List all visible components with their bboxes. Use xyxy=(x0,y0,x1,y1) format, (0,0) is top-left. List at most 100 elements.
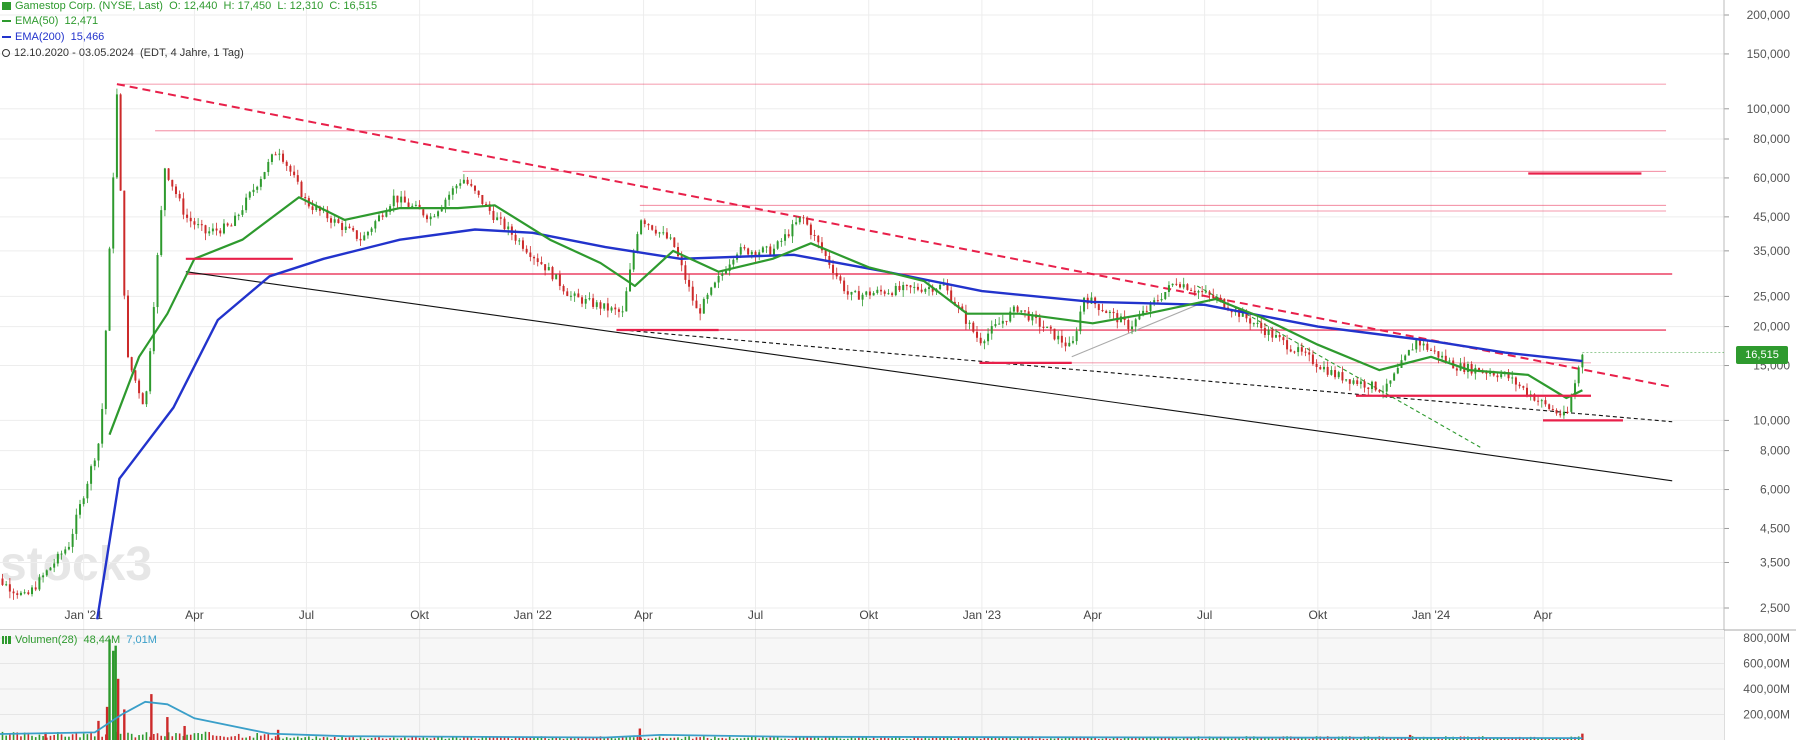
volume-bar xyxy=(625,737,628,740)
ema50-legend[interactable]: EMA(50) 12,471 xyxy=(2,15,98,27)
volume-bar xyxy=(1020,737,1023,740)
candle-body xyxy=(684,265,687,280)
volume-bar xyxy=(799,737,801,740)
ema200-legend[interactable]: EMA(200) 15,466 xyxy=(2,31,104,43)
volume-bar xyxy=(1002,737,1004,740)
candle-body xyxy=(1382,391,1385,393)
clock-icon xyxy=(2,49,10,57)
volume-bar xyxy=(215,735,218,740)
volume-bar xyxy=(522,737,524,740)
candle-body xyxy=(1404,355,1407,361)
volume-spike xyxy=(123,709,126,740)
y-tick-label: 150,000 xyxy=(1747,47,1791,61)
candle-body xyxy=(802,217,805,219)
candle-body xyxy=(267,161,270,173)
candle-body xyxy=(843,280,846,292)
candle-body xyxy=(983,341,986,344)
volume-bar xyxy=(219,735,222,740)
volume-bar xyxy=(1267,738,1270,740)
candle-body xyxy=(466,179,469,184)
candle-body xyxy=(389,206,392,212)
volume-bar xyxy=(466,737,469,740)
candle-body xyxy=(1241,311,1244,317)
candle-body xyxy=(370,228,373,232)
volume-bar xyxy=(500,737,502,740)
volume-bar xyxy=(780,738,783,740)
volume-bar xyxy=(1112,737,1115,740)
volume-bar xyxy=(920,738,923,740)
candle-body xyxy=(245,197,248,211)
candle-body xyxy=(979,337,982,344)
volume-bar xyxy=(880,737,882,740)
candle-body xyxy=(433,216,436,218)
volume-bar xyxy=(1507,738,1510,740)
volume-bar xyxy=(1109,738,1111,740)
volume-bar xyxy=(237,733,240,740)
candle-body xyxy=(942,284,945,286)
volume-value-2: 7,01M xyxy=(126,634,157,646)
volume-bar xyxy=(939,737,941,740)
candle-body xyxy=(872,292,875,296)
candle-body xyxy=(540,262,543,265)
volume-bar xyxy=(703,736,705,740)
candle-body xyxy=(795,222,798,225)
volume-bar xyxy=(1437,737,1440,740)
candle-body xyxy=(754,251,757,256)
volume-bar xyxy=(352,737,354,740)
volume-bar xyxy=(577,737,580,740)
high-value: H: 17,450 xyxy=(223,0,272,12)
candle-body xyxy=(743,247,746,249)
volume-bar xyxy=(1153,737,1155,740)
volume-bar xyxy=(407,738,410,740)
volume-bar xyxy=(1441,738,1443,740)
volume-bar xyxy=(843,738,845,740)
candle-body xyxy=(632,251,635,270)
candle-body xyxy=(1171,283,1174,286)
candle-body xyxy=(1363,381,1366,388)
volume-bar xyxy=(821,738,823,740)
candle-body xyxy=(614,307,617,310)
volume-bar xyxy=(1079,736,1082,740)
ema200-value: 15,466 xyxy=(70,31,105,43)
trendline xyxy=(185,271,1673,482)
volume-bar xyxy=(319,738,321,740)
candle-body xyxy=(1108,311,1111,314)
volume-bar xyxy=(1035,738,1037,740)
volume-spike xyxy=(276,729,280,740)
candle-body xyxy=(588,298,591,300)
y-tick-label: 25,000 xyxy=(1753,289,1790,303)
volume-bar xyxy=(1171,737,1174,740)
candle-body xyxy=(1038,317,1041,327)
volume-bar xyxy=(189,734,192,740)
volume-bar xyxy=(1013,738,1015,740)
volume-spike xyxy=(44,732,47,740)
volume-bar xyxy=(1544,738,1547,740)
volume-bar xyxy=(193,733,196,740)
candle-body xyxy=(905,285,908,287)
volume-bar xyxy=(725,738,727,740)
candle-body xyxy=(1167,285,1170,293)
volume-bar xyxy=(847,738,849,740)
candle-body xyxy=(857,291,860,300)
volume-bar xyxy=(57,731,59,740)
candle-body xyxy=(1057,335,1060,340)
volume-bar xyxy=(1157,736,1159,740)
candle-body xyxy=(90,466,93,484)
candle-body xyxy=(946,284,949,291)
candle-body xyxy=(640,220,643,235)
candle-body xyxy=(1345,379,1348,381)
candle-body xyxy=(1208,291,1211,295)
volume-spike xyxy=(638,728,642,740)
candle-body xyxy=(592,298,595,307)
volume-legend[interactable]: Volumen(28) 48,44M 7,01M xyxy=(2,634,157,646)
candle-body xyxy=(1149,302,1152,311)
candle-body xyxy=(1441,355,1444,358)
volume-bar xyxy=(891,737,893,740)
volume-bar xyxy=(1190,737,1192,740)
volume-bar xyxy=(164,736,166,740)
candle-body xyxy=(19,592,22,595)
candle-body xyxy=(1500,374,1503,378)
volume-bar xyxy=(300,738,303,740)
candle-body xyxy=(8,584,11,592)
volume-bar xyxy=(1356,738,1359,740)
